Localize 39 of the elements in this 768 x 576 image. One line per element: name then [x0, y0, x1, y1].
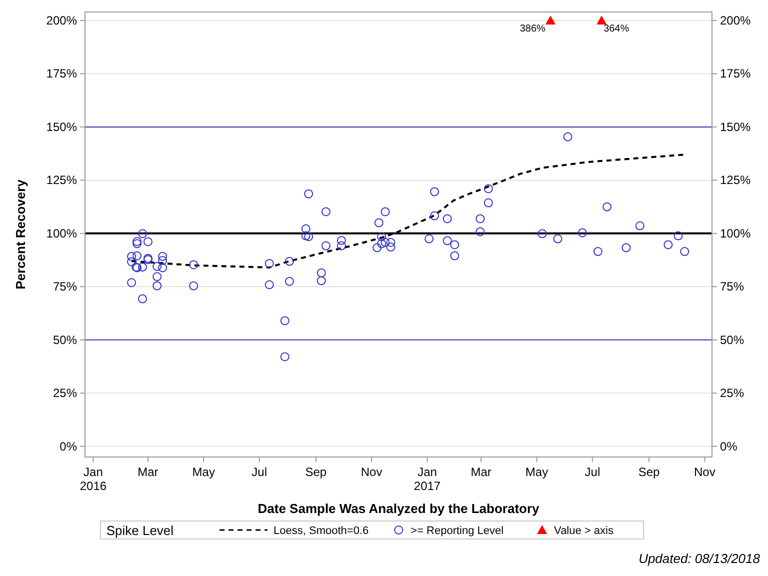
legend-label: >= Reporting Level [410, 525, 504, 537]
y-tick-label: 125% [46, 173, 78, 188]
legend-title: Spike Level [106, 523, 174, 538]
y-tick-label: 100% [46, 226, 78, 240]
text: Updated: 08/13/2018 [638, 551, 761, 566]
x-tick-label: May [192, 465, 215, 479]
y-tick-label: 50% [52, 332, 78, 347]
x-tick-label: May [525, 465, 548, 479]
y2-tick-label: 150% [720, 120, 752, 134]
x-tick-label: Sep [638, 465, 660, 479]
annotation: 364% [604, 24, 630, 35]
x-tick-label: Mar [470, 465, 492, 479]
y2-tick-label: 175% [720, 66, 752, 81]
y2-tick-label: 75% [720, 280, 744, 294]
y-tick-label: 200% [46, 14, 78, 28]
x-tick-label: Jan 2017 [414, 465, 441, 493]
x-tick-label: Nov [694, 465, 716, 479]
y2-tick-label: 125% [720, 173, 752, 188]
y2-tick-label: 0% [720, 439, 738, 454]
y-tick-label: 75% [52, 280, 78, 294]
x-tick-label: Nov [360, 465, 382, 479]
x-tick-label: Jul [584, 465, 600, 479]
y-axis-title: Percent Recovery [13, 178, 28, 290]
y-tick-label: 150% [46, 120, 78, 134]
y2-tick-label: 50% [720, 332, 744, 347]
x-tick-label: Jul [252, 465, 267, 479]
legend-label: Value > axis [554, 525, 614, 537]
x-tick-label: Mar [138, 465, 158, 479]
x-tick-label: Jan 2016 [80, 465, 107, 493]
y2-tick-label: 100% [720, 226, 752, 240]
y-tick-label: 0% [60, 439, 78, 454]
y2-tick-label: 200% [720, 14, 752, 28]
x-tick-label: Sep [305, 465, 327, 479]
x-axis-title: Date Sample Was Analyzed by the Laboratory [258, 501, 540, 516]
y2-tick-label: 25% [720, 386, 744, 400]
y-tick-label: 175% [46, 66, 78, 81]
legend-label: Loess, Smooth=0.6 [274, 525, 369, 537]
annotation: 386% [520, 24, 546, 35]
y-tick-label: 25% [52, 386, 78, 400]
